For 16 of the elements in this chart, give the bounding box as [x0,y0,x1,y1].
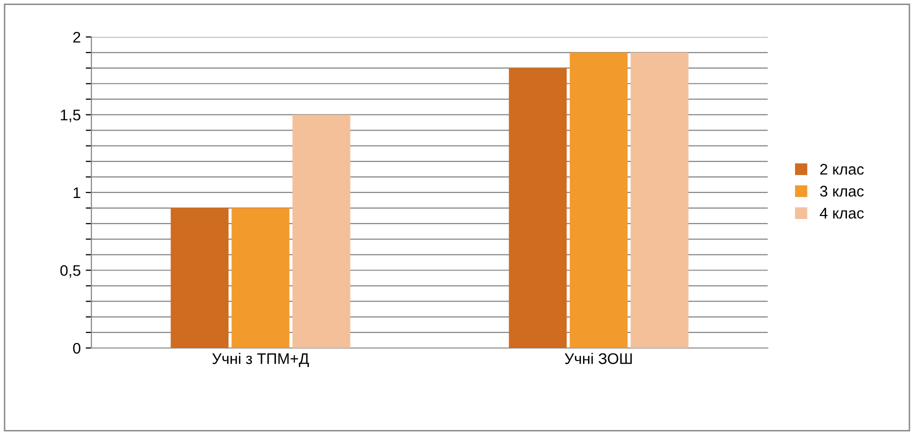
y-tick-label: 1 [74,188,80,198]
bar [170,208,229,348]
bar [232,208,290,348]
legend-label: 2 клас [820,164,864,175]
legend-label: 4 клас [820,208,864,219]
bar [508,68,567,348]
x-tick-label: Учні з ТПМ+Д [212,352,309,367]
x-tick-label: Учні ЗОШ [564,352,632,364]
y-tick-label: 2 [73,32,80,43]
bar [570,52,628,348]
y-tick-label: 0 [73,342,80,354]
y-tick-label: 0,5 [60,265,80,278]
y-tick-label: 1,5 [60,110,80,122]
legend-label: 3 клас [820,186,864,197]
bar [292,114,350,348]
bar [630,52,688,348]
